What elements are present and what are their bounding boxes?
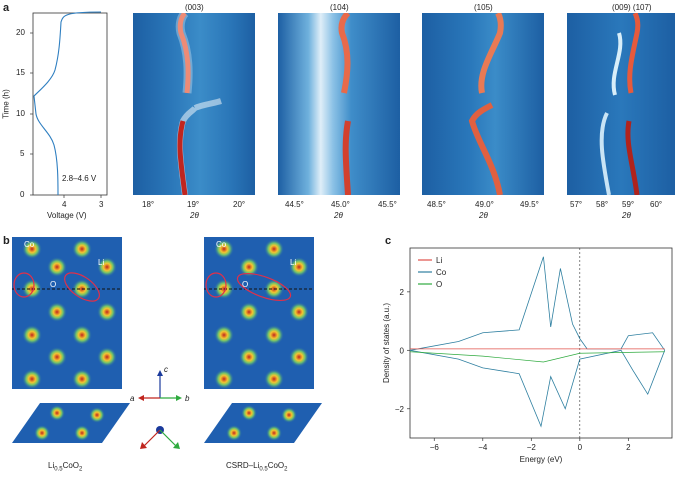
voltage-profile-plot (30, 11, 108, 198)
panel-a-letter: a (3, 2, 10, 14)
tick-105-2: 49.5° (520, 200, 539, 209)
axis-c-label: c (164, 365, 168, 374)
panel-b-letter: b (3, 235, 10, 247)
ytick-label: 0 (400, 346, 405, 355)
heatmap-009-107 (567, 13, 675, 195)
tick-003-1: 19° (187, 200, 200, 209)
charge-density-right: Co Li O (204, 237, 314, 389)
peak-label-104: (104) (330, 3, 349, 12)
heatmap-003 (133, 13, 255, 195)
xtick-label: −6 (430, 443, 440, 452)
xtick-label: −2 (527, 443, 537, 452)
co-dos-down (409, 349, 666, 428)
axis-a-label: a (130, 394, 135, 403)
heatmap-105 (422, 13, 544, 195)
atom-label-li-r: Li (290, 258, 297, 267)
charge-density-left: Co Li O (12, 237, 122, 389)
voltage-annotation: 2.8–4.6 V (62, 174, 97, 183)
tick-107-1: 58° (596, 200, 609, 209)
panel-c-letter: c (385, 235, 392, 247)
dos-xlabel: Energy (eV) (520, 455, 563, 464)
peak-label-105: (105) (474, 3, 493, 12)
slice-left (12, 403, 130, 443)
peak-label-003: (003) (185, 3, 204, 12)
ytick-20: 20 (16, 28, 25, 37)
voltage-xlabel: Voltage (V) (47, 211, 87, 220)
xlabel-105: 2θ (479, 211, 488, 220)
ytick-15: 15 (16, 68, 25, 77)
tick-104-0: 44.5° (285, 200, 304, 209)
axis-b-label: b (185, 394, 190, 403)
voltage-ylabel: Time (h) (1, 89, 11, 119)
atom-label-li: Li (98, 258, 105, 267)
ytick-label: −2 (395, 405, 405, 414)
dos-ylabel: Density of states (a.u.) (382, 303, 391, 383)
ytick-5: 5 (20, 149, 25, 158)
xtick-4: 3 (99, 200, 104, 209)
heatmap-104 (278, 13, 400, 195)
voltage-curve (33, 11, 102, 196)
xlabel-107: 2θ (622, 211, 631, 220)
ytick-10: 10 (16, 109, 25, 118)
atom-label-o: O (50, 280, 57, 289)
co-dos-up (409, 256, 666, 351)
dos-chart: −6 −4 −2 0 2 −2 0 2 Energy (eV) Density of states… (382, 247, 673, 464)
axis-triad-side (138, 370, 182, 401)
tick-003-2: 20° (233, 200, 246, 209)
legend-label-co: Co (436, 268, 447, 277)
caption-left: Li0.5CoO2 (48, 461, 83, 473)
xtick-label: 0 (578, 443, 583, 452)
xtick-3: 4 (62, 200, 67, 209)
xtick-label: −4 (478, 443, 488, 452)
atom-label-co-r: Co (216, 240, 227, 249)
xtick-label: 2 (626, 443, 631, 452)
atom-label-co: Co (24, 240, 35, 249)
o-dos (409, 351, 665, 363)
axis-triad-top (140, 426, 180, 449)
tick-105-0: 48.5° (427, 200, 446, 209)
tick-105-1: 49.0° (475, 200, 494, 209)
xlabel-003: 2θ (190, 211, 199, 220)
tick-104-1: 45.0° (331, 200, 350, 209)
caption-right: CSRD–Li0.5CoO2 (226, 461, 288, 473)
tick-107-0: 57° (570, 200, 583, 209)
xlabel-104: 2θ (334, 211, 343, 220)
slice-right (204, 403, 322, 443)
tick-107-3: 60° (650, 200, 663, 209)
legend-label-li: Li (436, 256, 442, 265)
tick-104-2: 45.5° (378, 200, 397, 209)
legend-label-o: O (436, 280, 442, 289)
tick-107-2: 59° (622, 200, 635, 209)
ytick-label: 2 (400, 288, 405, 297)
tick-003-0: 18° (142, 200, 155, 209)
peak-label-009-107: (009) (107) (612, 3, 652, 12)
dos-frame (409, 247, 673, 439)
ytick-0: 0 (20, 190, 25, 199)
atom-label-o-r: O (242, 280, 249, 289)
